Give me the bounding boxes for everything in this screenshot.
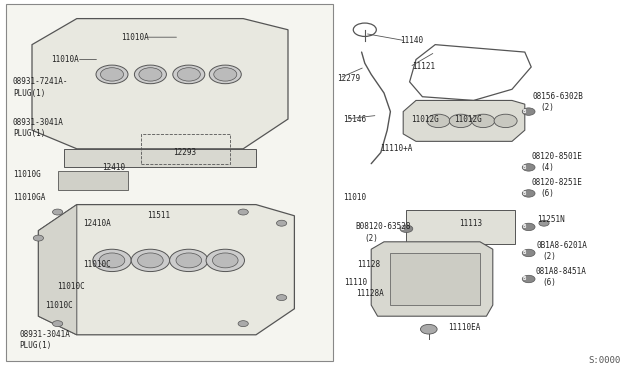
- Circle shape: [131, 249, 170, 272]
- Text: 11110+A: 11110+A: [380, 144, 413, 153]
- Circle shape: [99, 253, 125, 268]
- Text: 08931-3041A: 08931-3041A: [13, 118, 63, 127]
- Circle shape: [449, 114, 472, 128]
- Text: 08156-6302B: 08156-6302B: [532, 92, 583, 101]
- Circle shape: [209, 65, 241, 84]
- Circle shape: [206, 249, 244, 272]
- Text: B: B: [522, 190, 526, 196]
- Circle shape: [472, 114, 495, 128]
- FancyBboxPatch shape: [390, 253, 480, 305]
- Text: S:0000: S:0000: [589, 356, 621, 365]
- Text: 11140: 11140: [400, 36, 423, 45]
- Circle shape: [522, 190, 535, 197]
- Circle shape: [522, 249, 535, 257]
- Text: B: B: [522, 250, 526, 255]
- Text: 11010C: 11010C: [58, 282, 85, 291]
- Text: 11012G: 11012G: [454, 115, 482, 124]
- Circle shape: [238, 321, 248, 327]
- Text: (6): (6): [543, 278, 557, 287]
- Circle shape: [177, 68, 200, 81]
- Circle shape: [100, 68, 124, 81]
- Text: 081A8-8451A: 081A8-8451A: [535, 267, 586, 276]
- Circle shape: [522, 275, 535, 283]
- Text: 11010C: 11010C: [83, 260, 111, 269]
- Text: B: B: [522, 109, 526, 114]
- Text: 11010G: 11010G: [13, 170, 40, 179]
- Circle shape: [176, 253, 202, 268]
- Text: 11010GA: 11010GA: [13, 193, 45, 202]
- Text: 12410: 12410: [102, 163, 125, 172]
- Polygon shape: [32, 19, 288, 149]
- Text: 11012G: 11012G: [412, 115, 439, 124]
- Polygon shape: [64, 149, 256, 167]
- Text: 08931-7241A-: 08931-7241A-: [13, 77, 68, 86]
- Text: 08931-3041A: 08931-3041A: [19, 330, 70, 339]
- Circle shape: [173, 65, 205, 84]
- Circle shape: [139, 68, 162, 81]
- Circle shape: [276, 295, 287, 301]
- Text: (2): (2): [543, 252, 557, 261]
- Text: 12293: 12293: [173, 148, 196, 157]
- Circle shape: [238, 209, 248, 215]
- Polygon shape: [58, 171, 128, 190]
- FancyBboxPatch shape: [406, 210, 515, 244]
- Text: 08120-8501E: 08120-8501E: [532, 152, 582, 161]
- Circle shape: [170, 249, 208, 272]
- Circle shape: [522, 223, 535, 231]
- Polygon shape: [38, 205, 294, 335]
- Text: 11110EA: 11110EA: [448, 323, 481, 332]
- Polygon shape: [403, 100, 525, 141]
- Circle shape: [52, 321, 63, 327]
- Circle shape: [420, 324, 437, 334]
- Text: 11113: 11113: [459, 219, 482, 228]
- Text: 11110: 11110: [344, 278, 367, 287]
- Polygon shape: [371, 242, 493, 316]
- Text: 11251N: 11251N: [538, 215, 565, 224]
- Circle shape: [93, 249, 131, 272]
- Text: PLUG(1): PLUG(1): [19, 341, 52, 350]
- FancyBboxPatch shape: [6, 4, 333, 361]
- Text: 11128A: 11128A: [356, 289, 383, 298]
- Text: B08120-63528: B08120-63528: [356, 222, 412, 231]
- Text: 12279: 12279: [337, 74, 360, 83]
- Text: B: B: [522, 224, 526, 229]
- Text: (2): (2): [541, 103, 555, 112]
- Circle shape: [52, 209, 63, 215]
- Text: (2): (2): [365, 234, 379, 243]
- Text: 11121: 11121: [412, 62, 435, 71]
- Text: 15146: 15146: [343, 115, 366, 124]
- Text: (6): (6): [541, 189, 555, 198]
- Circle shape: [33, 235, 44, 241]
- Circle shape: [427, 114, 450, 128]
- Text: 12410A: 12410A: [83, 219, 111, 228]
- Circle shape: [522, 164, 535, 171]
- Text: B: B: [400, 226, 404, 231]
- Circle shape: [212, 253, 238, 268]
- Text: 11010A: 11010A: [122, 33, 149, 42]
- Text: B: B: [522, 276, 526, 281]
- Circle shape: [138, 253, 163, 268]
- Circle shape: [539, 220, 549, 226]
- Text: PLUG(1): PLUG(1): [13, 129, 45, 138]
- Circle shape: [96, 65, 128, 84]
- Circle shape: [276, 220, 287, 226]
- Text: B: B: [522, 164, 526, 170]
- Circle shape: [522, 108, 535, 115]
- Text: 11511: 11511: [147, 211, 170, 220]
- Circle shape: [400, 225, 413, 232]
- Polygon shape: [38, 205, 77, 335]
- Circle shape: [214, 68, 237, 81]
- Text: 0B1A8-6201A: 0B1A8-6201A: [536, 241, 587, 250]
- Circle shape: [134, 65, 166, 84]
- Text: 11128: 11128: [357, 260, 380, 269]
- Text: 11010A: 11010A: [51, 55, 79, 64]
- Text: 08120-8251E: 08120-8251E: [531, 178, 582, 187]
- Text: PLUG(1): PLUG(1): [13, 89, 45, 97]
- Text: 11010C: 11010C: [45, 301, 72, 310]
- Text: 11010: 11010: [343, 193, 366, 202]
- Text: (4): (4): [541, 163, 555, 172]
- Circle shape: [494, 114, 517, 128]
